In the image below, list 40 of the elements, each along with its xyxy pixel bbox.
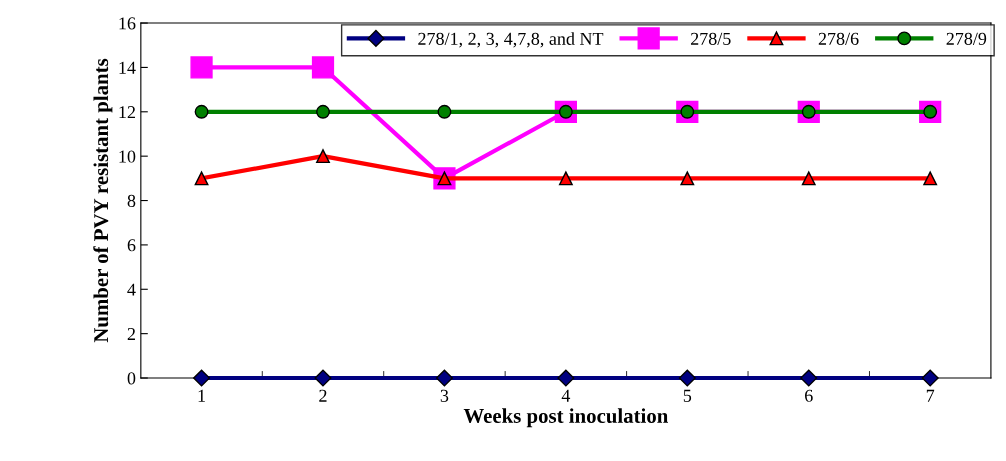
- y-tick-label: 14: [119, 61, 136, 74]
- point: [190, 56, 213, 79]
- y-tick-label: 6: [127, 239, 136, 252]
- x-tick-label: 2: [319, 389, 327, 402]
- point: [314, 369, 332, 387]
- legend-label: 278/5: [690, 32, 731, 45]
- point: [921, 369, 939, 387]
- y-tick-label: 8: [127, 194, 136, 207]
- point: [678, 369, 696, 387]
- point: [680, 171, 695, 186]
- point: [801, 171, 816, 186]
- point: [193, 369, 211, 387]
- x-tick-label: 3: [440, 389, 449, 402]
- point: [194, 171, 209, 186]
- y-tick-label: 12: [119, 106, 135, 119]
- y-tick-label: 4: [127, 283, 136, 296]
- x-tick-label: 7: [926, 389, 935, 402]
- point: [316, 149, 330, 164]
- y-tick-label: 0: [127, 372, 136, 385]
- y-tick-label: 16: [119, 17, 136, 30]
- legend-label: 278/1, 2, 3, 4,7,8, and NT: [418, 32, 604, 48]
- point: [316, 104, 330, 119]
- point: [923, 171, 938, 186]
- x-tick-label: 1: [198, 389, 205, 402]
- y-tick-label: 2: [127, 327, 135, 340]
- point: [437, 104, 452, 119]
- point: [194, 104, 209, 119]
- point: [800, 369, 818, 387]
- point: [435, 369, 453, 387]
- point: [557, 369, 575, 387]
- x-tick-label: 4: [561, 389, 571, 402]
- x-tick-label: 5: [683, 389, 692, 402]
- legend-label: 278/9: [946, 32, 987, 45]
- point: [558, 171, 573, 186]
- x-axis-title: Weeks post inoculation: [463, 408, 669, 428]
- y-tick-label: 10: [119, 150, 136, 163]
- x-tick-label: 6: [805, 389, 813, 402]
- legend-label: 278/6: [818, 32, 859, 45]
- point: [311, 56, 335, 79]
- y-axis-title: Number of PVY resistant plants: [93, 58, 113, 343]
